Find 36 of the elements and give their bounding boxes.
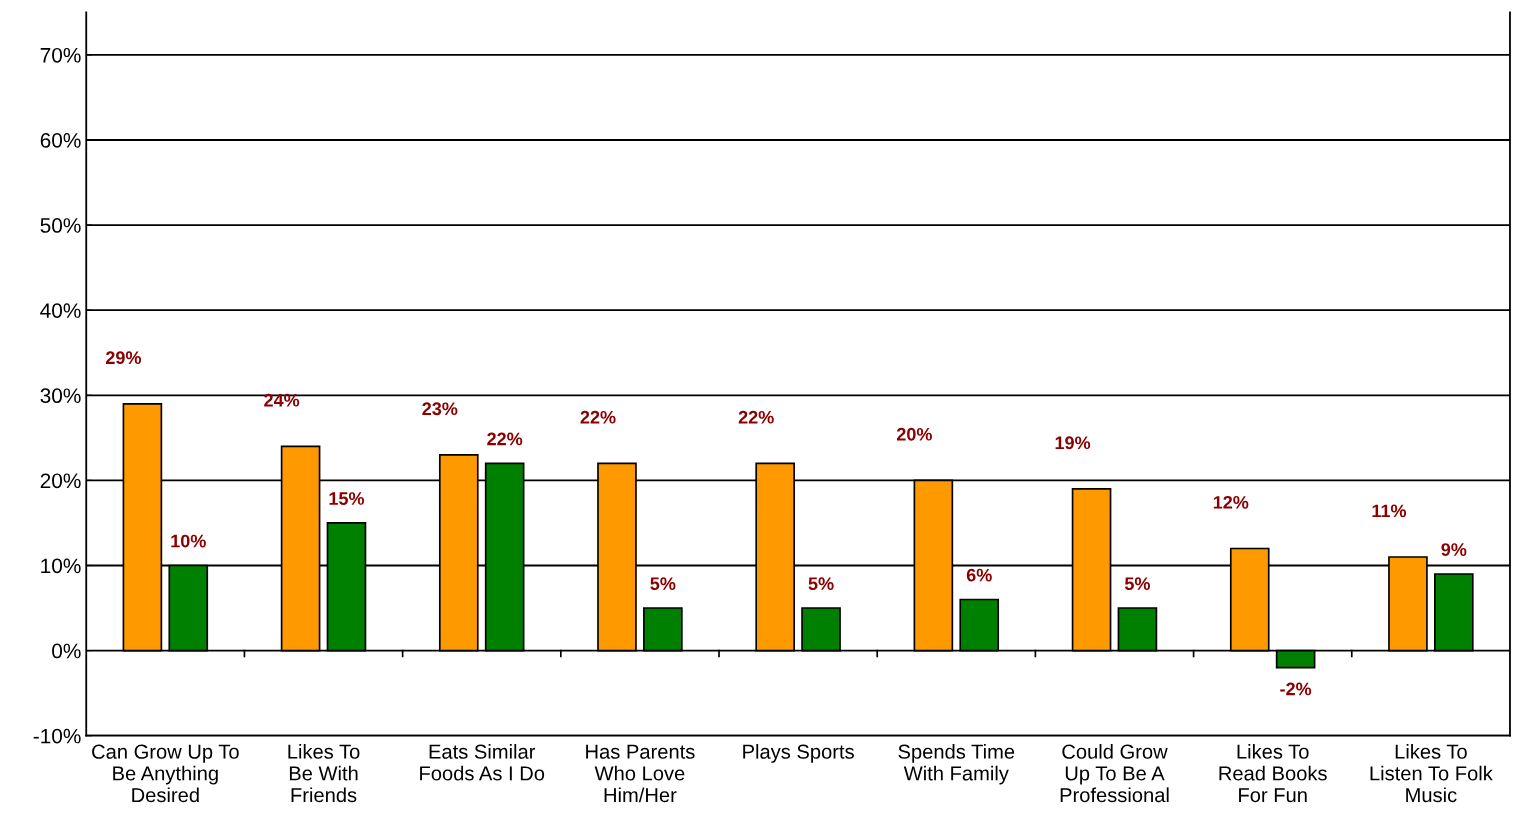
data-label: 29% [105, 351, 142, 365]
data-label: 19% [1055, 436, 1091, 450]
x-tick-label: Could Grow Up To Be A Professional [1060, 744, 1169, 803]
y-tick-label: -10% [33, 728, 81, 744]
data-label: 22% [580, 410, 616, 424]
data-label: 10% [171, 534, 206, 548]
x-tick-label: Eats Similar Foods As I Do [420, 744, 545, 781]
x-tick-label: Has Parents Who Love Him/Her [586, 744, 695, 803]
data-label: 22% [487, 432, 523, 446]
x-tick-label: Plays Sports [743, 744, 854, 763]
y-tick-label: 70% [40, 47, 81, 63]
y-tick-label: 60% [40, 132, 81, 148]
data-label: 24% [264, 393, 300, 407]
data-label: 5% [808, 577, 834, 590]
y-tick-label: 30% [40, 388, 81, 404]
data-label: 5% [650, 577, 676, 590]
x-tick-label: Likes To Read Books For Fun [1219, 744, 1327, 803]
data-label: 9% [1441, 543, 1467, 556]
data-label: 23% [422, 402, 458, 416]
y-tick-label: 40% [40, 303, 81, 318]
data-label: 20% [896, 427, 932, 441]
y-tick-label: 0% [52, 643, 81, 659]
y-tick-label: 10% [41, 558, 81, 574]
y-tick-label: 50% [40, 218, 81, 233]
data-label: 6% [966, 568, 992, 582]
data-label: 22% [738, 410, 774, 424]
x-tick-label: Can Grow Up To Be Anything Desired [92, 744, 239, 803]
data-label: 11% [1372, 504, 1407, 518]
x-tick-label: Likes To Listen To Folk Music [1370, 744, 1493, 803]
y-tick-label: 20% [40, 473, 81, 489]
data-label: 15% [329, 492, 365, 505]
x-tick-label: Spends Time With Family [898, 744, 1015, 785]
data-label: 12% [1213, 495, 1249, 509]
data-label: -2% [1280, 682, 1312, 696]
x-tick-label: Likes To Be With Friends [288, 744, 360, 803]
data-label: 5% [1124, 577, 1150, 590]
